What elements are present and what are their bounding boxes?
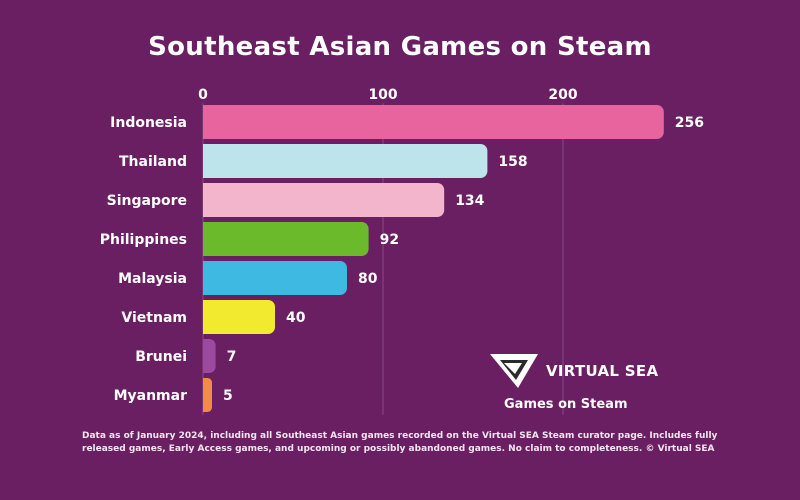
bars bbox=[203, 105, 664, 412]
x-axis-ticks: 0 100 200 bbox=[198, 87, 578, 103]
bar-edge bbox=[203, 144, 210, 178]
value-label: 40 bbox=[286, 310, 306, 326]
bar-singapore bbox=[203, 183, 445, 217]
category-label: Brunei bbox=[135, 349, 187, 365]
bar-edge bbox=[203, 339, 210, 373]
bar-indonesia bbox=[203, 105, 664, 139]
x-tick-label: 0 bbox=[198, 87, 208, 103]
value-label: 256 bbox=[675, 115, 704, 131]
bar-philippines bbox=[203, 222, 369, 256]
bar-edge bbox=[203, 261, 210, 295]
chart-title: Southeast Asian Games on Steam bbox=[148, 32, 652, 62]
brand-logo: VIRTUAL SEA bbox=[488, 350, 658, 390]
brand-subtitle: Games on Steam bbox=[504, 397, 628, 412]
bar-malaysia bbox=[203, 261, 347, 295]
x-tick-label: 100 bbox=[368, 87, 397, 103]
category-label: Malaysia bbox=[118, 271, 187, 287]
x-tick-label: 200 bbox=[548, 87, 577, 103]
value-label: 158 bbox=[498, 154, 527, 170]
bar-vietnam bbox=[203, 300, 275, 334]
bar-edge bbox=[203, 300, 210, 334]
value-labels: 256 158 134 92 80 40 7 5 bbox=[223, 115, 704, 404]
value-label: 134 bbox=[455, 193, 484, 209]
value-label: 92 bbox=[380, 232, 399, 248]
bar-edge bbox=[203, 105, 210, 139]
category-label: Philippines bbox=[100, 232, 187, 248]
bar-edge bbox=[203, 183, 210, 217]
category-label: Thailand bbox=[119, 154, 187, 170]
category-label: Singapore bbox=[107, 193, 187, 209]
category-label: Indonesia bbox=[110, 115, 187, 131]
footnote: Data as of January 2024, including all S… bbox=[82, 431, 718, 454]
bar-edge bbox=[203, 378, 208, 412]
category-label: Myanmar bbox=[114, 388, 188, 404]
brand-name: VIRTUAL SEA bbox=[546, 362, 659, 380]
virtual-sea-logo-icon bbox=[490, 354, 538, 388]
value-label: 5 bbox=[223, 388, 233, 404]
bar-thailand bbox=[203, 144, 488, 178]
value-label: 7 bbox=[227, 349, 237, 365]
category-labels: Indonesia Thailand Singapore Philippines Mal… bbox=[100, 115, 187, 404]
value-label: 80 bbox=[358, 271, 378, 287]
category-label: Vietnam bbox=[121, 310, 187, 326]
bar-edge bbox=[203, 222, 210, 256]
